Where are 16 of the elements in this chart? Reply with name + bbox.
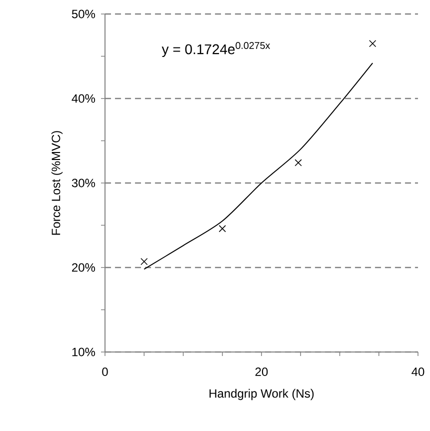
line-series (144, 62, 374, 270)
point (218, 225, 226, 232)
y-tick-label: 40% (72, 94, 96, 103)
x-tick-label: 0 (102, 368, 108, 376)
y-tick-label: 30% (72, 178, 96, 188)
x-tick-label: 40 (412, 368, 424, 376)
point (140, 258, 148, 266)
annotation: y = 0.1724e$^{0.0275x}$ (162, 42, 270, 57)
x-axis-title: Handgrip Work (Ns) (210, 388, 314, 400)
x-tick-label: 20 (255, 368, 268, 376)
y-tick-label: 20% (72, 263, 96, 272)
y-axis-title: Force Lost (%MVC) (51, 131, 63, 235)
y-tick-label: 10% (72, 348, 96, 356)
y-tick-label: 50% (72, 10, 96, 18)
point (369, 40, 376, 48)
point (294, 159, 302, 166)
